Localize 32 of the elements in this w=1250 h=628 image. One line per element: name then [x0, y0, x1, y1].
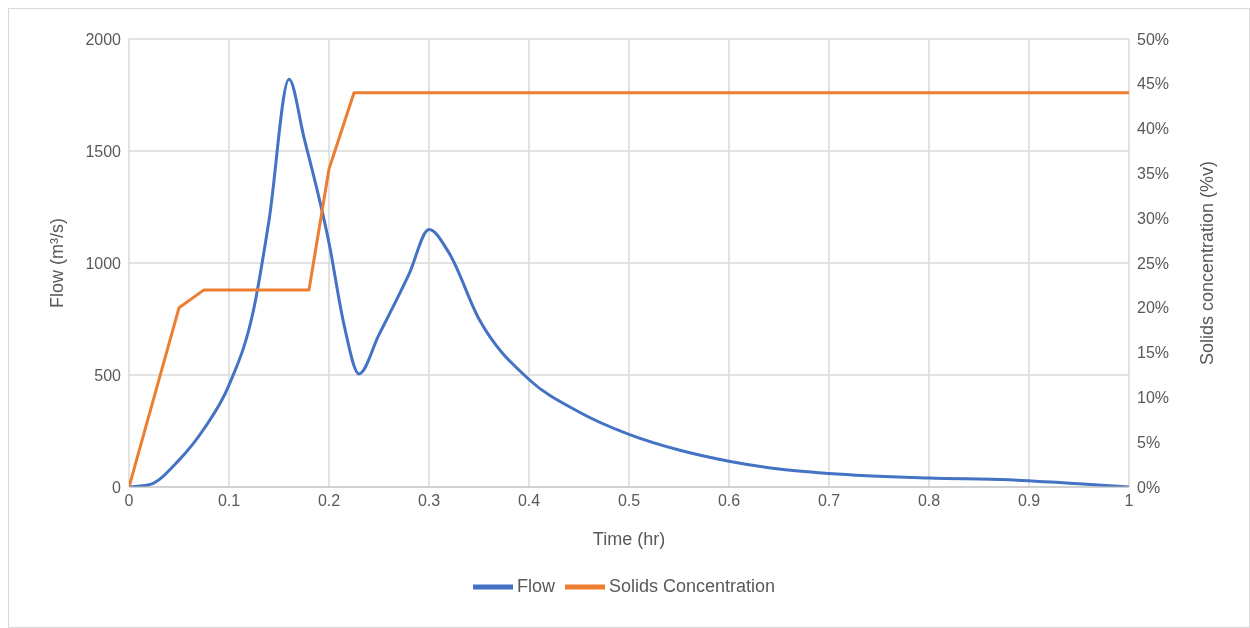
legend-label: Solids Concentration: [608, 575, 776, 596]
y2-axis-title: Solids concentration (%v): [1197, 160, 1218, 366]
x-tick-label: 0.1: [217, 492, 241, 510]
y2-tick-label: 40%: [1137, 120, 1170, 138]
x-tick-label: 0.2: [317, 492, 341, 510]
x-tick-label: 0.5: [617, 492, 641, 510]
y-tick-label: 2000: [85, 30, 122, 48]
x-tick-label: 0.3: [417, 492, 441, 510]
y2-tick-label: 10%: [1137, 389, 1170, 407]
x-tick-label: 0: [124, 492, 134, 510]
y2-tick-label: 20%: [1137, 299, 1170, 317]
y2-tick-label: 45%: [1137, 75, 1170, 93]
y-tick-label: 1000: [85, 254, 122, 272]
x-tick-label: 0.4: [517, 492, 541, 510]
y-tick-label: 0: [112, 478, 122, 496]
x-tick-label: 1: [1124, 492, 1134, 510]
x-tick-label: 0.8: [917, 492, 941, 510]
y2-tick-label: 50%: [1137, 30, 1170, 48]
y-axis-title: Flow (m³/s): [47, 218, 68, 308]
y2-tick-label: 25%: [1137, 254, 1170, 272]
y-tick-label: 500: [94, 366, 122, 384]
x-axis-title: Time (hr): [592, 529, 666, 549]
x-tick-label: 0.6: [717, 492, 741, 510]
y2-tick-label: 30%: [1137, 209, 1170, 227]
y2-tick-label: 35%: [1137, 165, 1170, 183]
y2-tick-label: 0%: [1137, 478, 1161, 496]
y2-tick-label: 5%: [1137, 433, 1161, 451]
x-tick-label: 0.7: [817, 492, 841, 510]
x-tick-label: 0.9: [1017, 492, 1041, 510]
legend-label: Flow: [516, 575, 555, 596]
y-tick-label: 1500: [85, 142, 122, 160]
y2-tick-label: 15%: [1137, 344, 1170, 362]
